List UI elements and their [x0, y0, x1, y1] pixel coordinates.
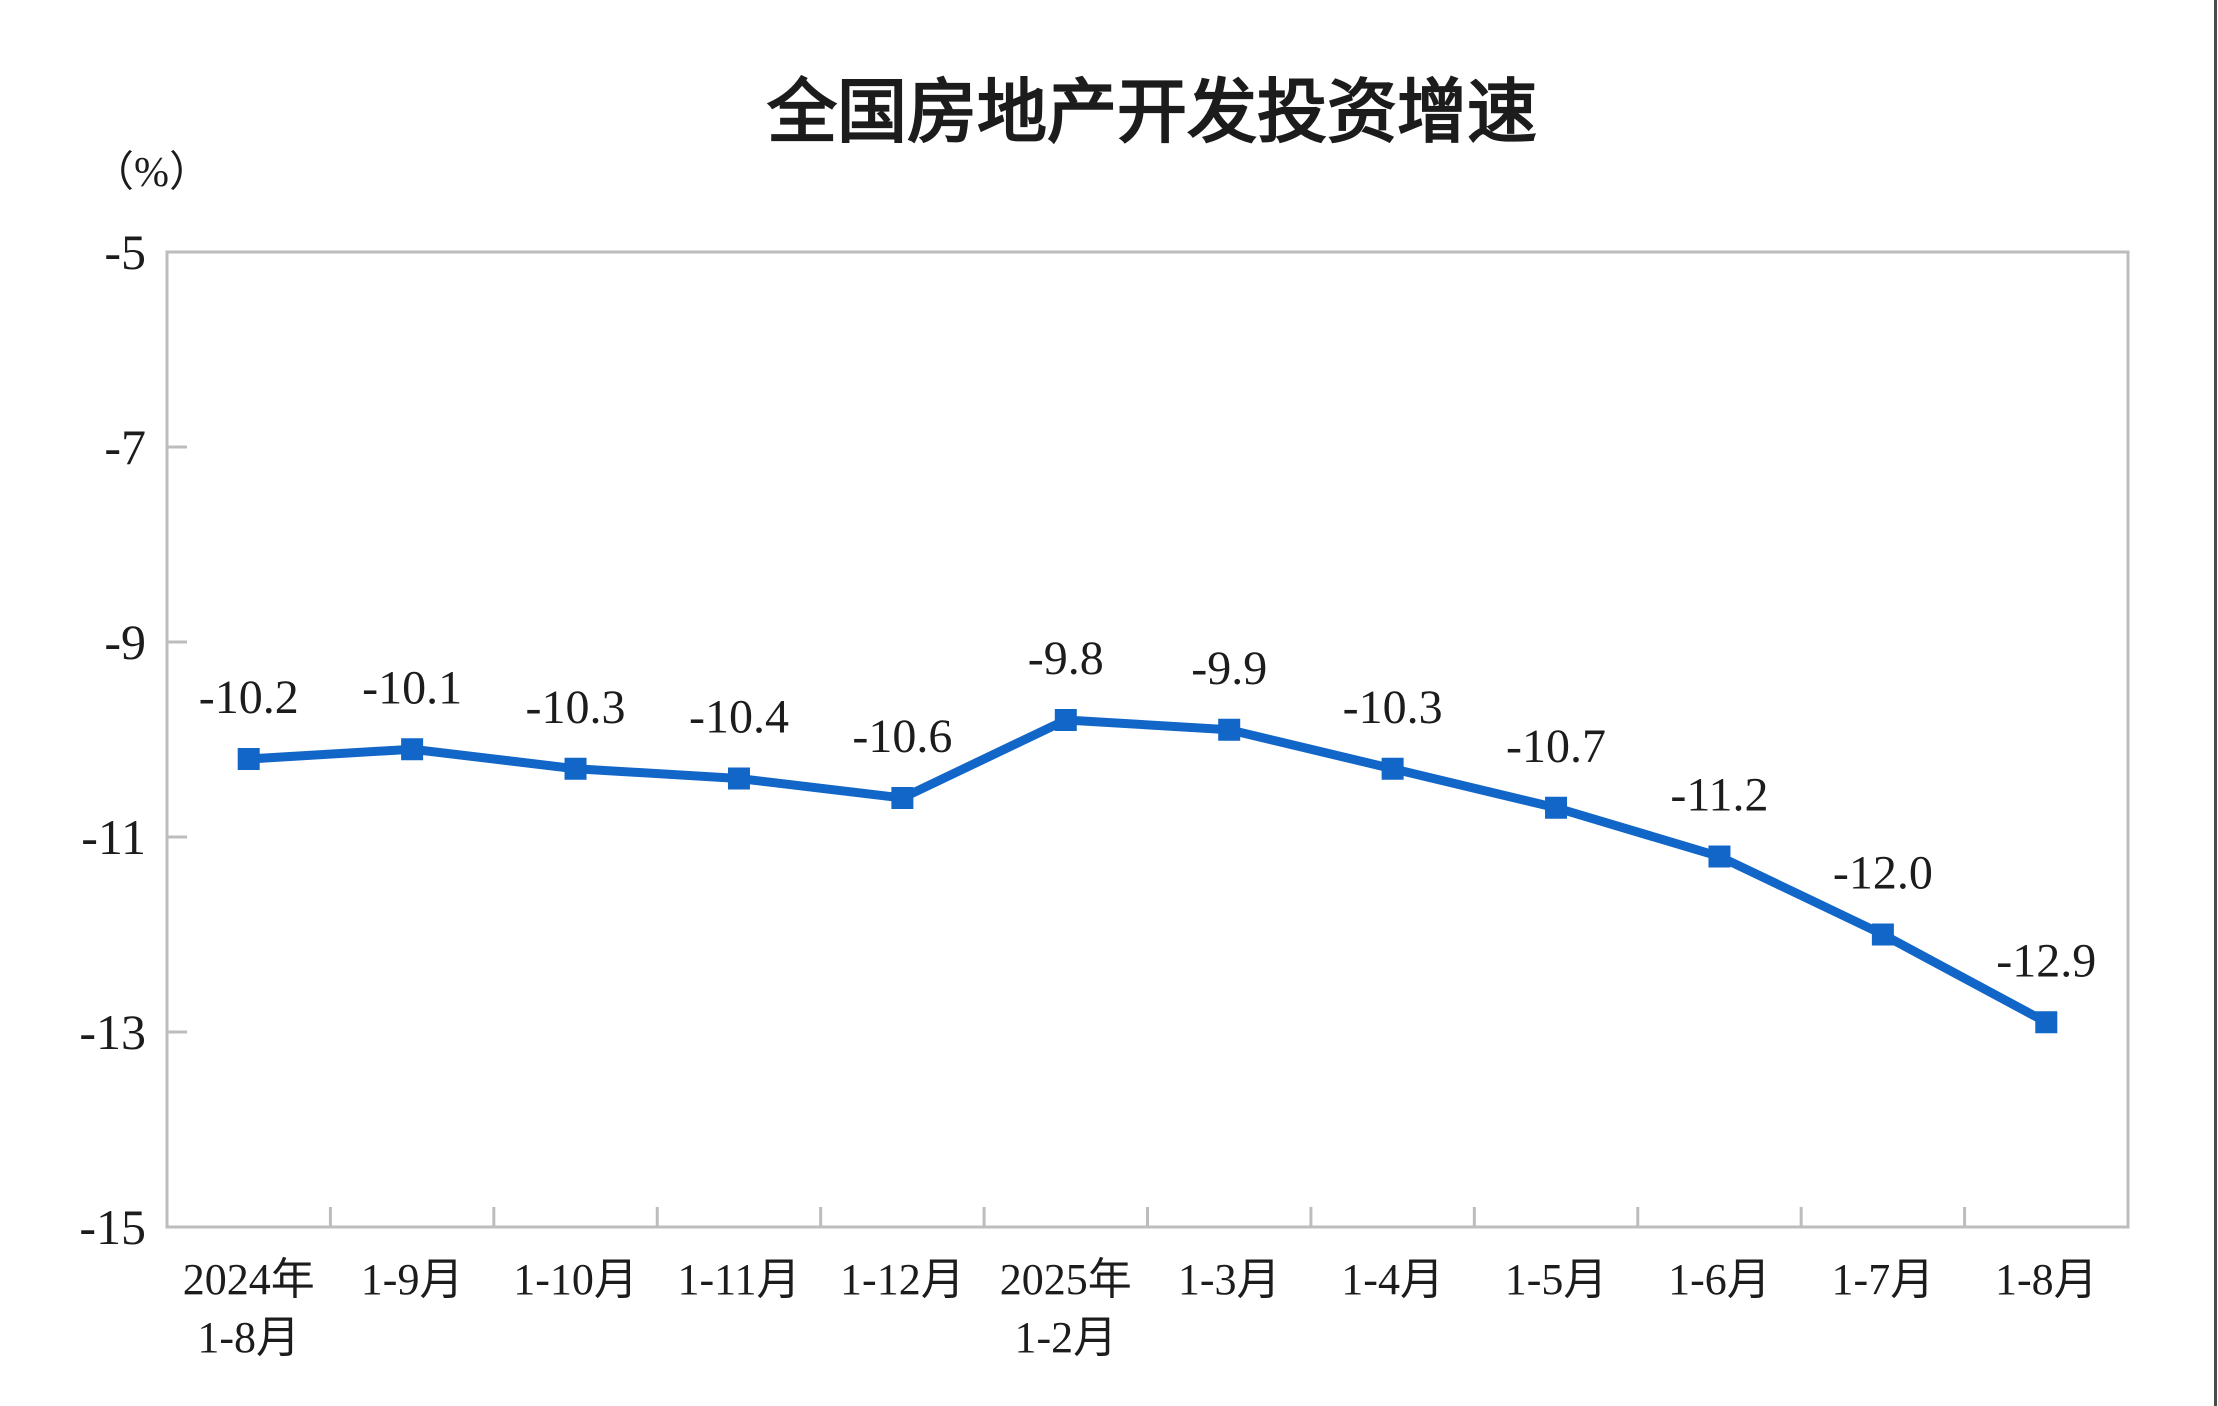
- data-point-label: -10.6: [852, 710, 952, 763]
- x-axis-category-label: 1-5月: [1505, 1255, 1608, 1304]
- data-point-marker: [1545, 796, 1568, 819]
- data-point-label: -10.4: [689, 691, 789, 744]
- y-axis-tick-label: -7: [104, 419, 146, 475]
- y-axis-unit-label: （%）: [92, 150, 211, 196]
- series-line: [244, 715, 2051, 1027]
- chart-title: 全国房地产开发投资增速: [767, 73, 1537, 151]
- data-point-label: -9.9: [1191, 642, 1267, 695]
- data-point-marker: [564, 757, 587, 780]
- data-point-label: -12.0: [1833, 847, 1933, 900]
- data-point-label: -9.8: [1028, 632, 1104, 685]
- x-axis-category-label: 2024年 1-8月: [183, 1255, 315, 1362]
- data-point-label: -10.1: [362, 661, 462, 714]
- x-axis-category-label: 1-9月: [361, 1255, 464, 1304]
- data-point-marker: [727, 767, 750, 790]
- x-axis-category-label: 1-3月: [1178, 1255, 1281, 1304]
- data-point-marker: [2035, 1011, 2058, 1034]
- x-axis-category-label: 1-8月: [1995, 1255, 2098, 1304]
- x-axis-category-label: 1-11月: [677, 1255, 800, 1304]
- data-point-label: -10.2: [199, 671, 299, 724]
- data-point-label: -11.2: [1670, 769, 1768, 822]
- x-axis-category-label: 1-6月: [1668, 1255, 1771, 1304]
- data-point-marker: [1381, 757, 1404, 780]
- y-axis-tick-label: -13: [79, 1004, 146, 1060]
- x-axis-category-label: 1-10月: [513, 1255, 638, 1304]
- data-point-label: -10.3: [1343, 681, 1443, 734]
- data-point-marker: [1054, 709, 1077, 731]
- y-axis-tick-label: -11: [81, 809, 146, 865]
- data-point-label: -12.9: [1996, 934, 2096, 987]
- data-point-label: -10.7: [1506, 720, 1606, 773]
- x-axis-category-label: 2025年 1-2月: [1000, 1255, 1132, 1362]
- data-point-marker: [237, 748, 260, 770]
- data-point-marker: [1871, 923, 1894, 946]
- y-axis-tick-label: -9: [104, 614, 146, 670]
- plot-area-border: [165, 250, 2130, 1229]
- data-point-marker: [1708, 845, 1731, 868]
- data-point-marker: [891, 787, 914, 809]
- x-axis-category-label: 1-7月: [1832, 1255, 1935, 1304]
- y-axis-tick-label: -5: [104, 224, 146, 280]
- data-point-marker: [401, 738, 424, 761]
- x-axis-category-label: 1-4月: [1341, 1255, 1444, 1304]
- window-right-edge-line: [2214, 0, 2217, 1406]
- data-point-label: -10.3: [526, 681, 626, 734]
- y-axis-tick-label: -15: [79, 1199, 146, 1255]
- data-point-marker: [1218, 718, 1241, 741]
- x-axis-category-label: 1-12月: [840, 1255, 965, 1304]
